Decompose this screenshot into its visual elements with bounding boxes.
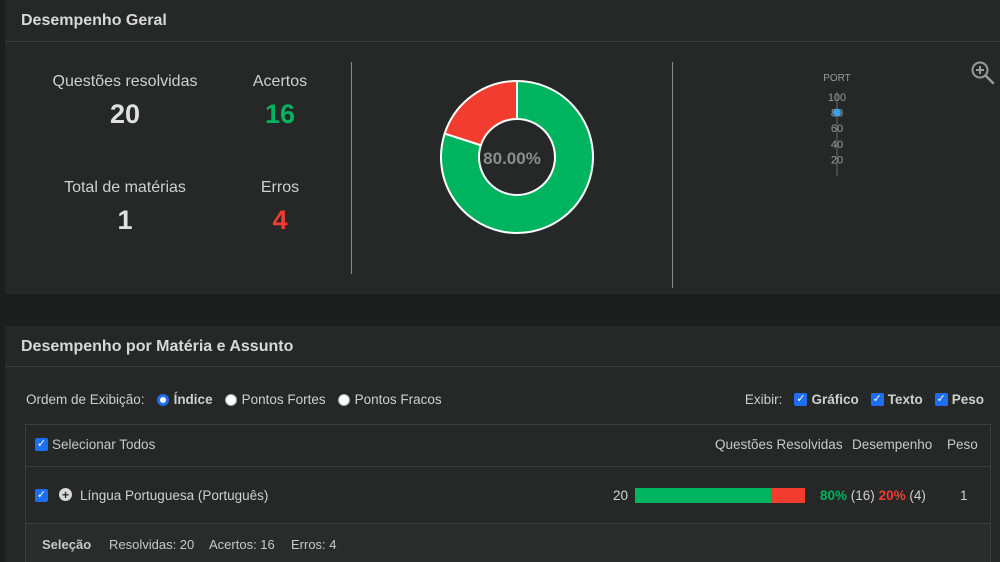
mini-chart-tick-label: 100	[828, 92, 846, 104]
donut-slice-hits	[440, 79, 594, 234]
hit-count: (16)	[850, 488, 875, 503]
mini-chart-tick-label: 40	[831, 139, 843, 151]
subject-weight: 1	[960, 488, 968, 503]
divider-left	[351, 62, 352, 274]
errors-label: Erros	[260, 179, 300, 196]
donut-slice-errors	[443, 79, 518, 147]
selection-errors: Erros: 4	[291, 537, 337, 552]
show-text-checkbox[interactable]: ✓ Texto	[870, 392, 923, 407]
selection-hits: Acertos: 16	[209, 537, 275, 552]
overview-title-divider	[5, 41, 1000, 42]
mini-chart-tick-label: 20	[831, 154, 843, 166]
performance-bar	[635, 488, 805, 503]
mini-chart-point-port[interactable]	[833, 108, 841, 117]
display-options: Exibir: ✓ Gráfico ✓ Texto ✓ Peso	[745, 392, 984, 407]
hit-percentage: 80%	[820, 488, 848, 503]
column-performance: Desempenho	[852, 437, 933, 452]
subject-performance-text: 80% (16) 20% (4)	[820, 488, 926, 503]
subjects-panel: Desempenho por Matéria e Assunto Ordem d…	[5, 326, 1000, 562]
divider-right	[672, 62, 673, 288]
select-all-checkbox[interactable]: ✓ Selecionar Todos	[35, 437, 156, 452]
expand-plus-icon[interactable]: +	[59, 488, 72, 501]
show-weight-checkbox[interactable]: ✓ Peso	[934, 392, 984, 407]
errors-value: 4	[272, 205, 288, 235]
mini-chart-tick-label: 60	[831, 123, 843, 135]
checkbox-checked-icon[interactable]: ✓	[794, 393, 808, 406]
order-selector: Ordem de Exibição: Índice Pontos Fortes …	[26, 392, 442, 407]
column-weight: Peso	[947, 437, 978, 452]
mini-chart-category-label: PORT	[823, 73, 851, 84]
subjects-title: Desempenho por Matéria e Assunto	[21, 338, 294, 355]
radio-unchecked-icon[interactable]	[337, 393, 350, 406]
checkbox-checked-icon[interactable]: ✓	[870, 393, 884, 406]
radio-checked-icon[interactable]	[156, 393, 169, 406]
row-checkbox[interactable]: ✓	[35, 489, 48, 502]
hits-value: 16	[264, 99, 296, 129]
donut-center-label: 80.00%	[483, 149, 541, 168]
performance-donut-chart: 80.00%	[440, 79, 594, 234]
subjects-value: 1	[117, 205, 133, 235]
error-count: (4)	[909, 488, 926, 503]
error-percentage: 20%	[878, 488, 906, 503]
selection-resolved: Resolvidas: 20	[109, 537, 195, 552]
radio-unchecked-icon[interactable]	[224, 393, 237, 406]
order-option-index[interactable]: Índice	[156, 392, 213, 407]
questions-label: Questões resolvidas	[52, 73, 198, 90]
subject-questions: 20	[613, 488, 629, 503]
performance-bar-errors	[771, 488, 805, 503]
column-questions: Questões Resolvidas	[715, 437, 843, 452]
questions-value: 20	[109, 99, 141, 129]
order-option-strengths[interactable]: Pontos Fortes	[224, 392, 326, 407]
questions-stat: Questões resolvidas 20	[30, 73, 220, 130]
subjects-table: ✓ Selecionar Todos Questões Resolvidas D…	[25, 424, 991, 562]
subjects-label: Total de matérias	[64, 179, 186, 196]
hits-label: Acertos	[252, 73, 308, 90]
table-header: ✓ Selecionar Todos Questões Resolvidas D…	[26, 425, 990, 467]
order-label: Ordem de Exibição:	[26, 392, 145, 407]
selection-summary: Seleção Resolvidas: 20 Acertos: 16 Erros…	[26, 524, 990, 562]
checkbox-checked-icon[interactable]: ✓	[934, 393, 948, 406]
selection-label: Seleção	[42, 537, 92, 552]
subject-name[interactable]: Língua Portuguesa (Português)	[80, 488, 269, 503]
subject-mini-chart: PORT 10080604020	[823, 73, 851, 176]
checkbox-checked-icon[interactable]: ✓	[35, 438, 48, 451]
hits-stat: Acertos 16	[185, 73, 375, 130]
zoom-in-icon[interactable]	[970, 60, 996, 86]
errors-stat: Erros 4	[185, 179, 375, 236]
show-chart-checkbox[interactable]: ✓ Gráfico	[794, 392, 859, 407]
overview-title: Desempenho Geral	[21, 12, 167, 29]
subjects-stat: Total de matérias 1	[30, 179, 220, 236]
show-label: Exibir:	[744, 392, 783, 407]
order-option-weaknesses[interactable]: Pontos Fracos	[337, 392, 442, 407]
performance-bar-hits	[635, 488, 771, 503]
subjects-title-divider	[5, 366, 1000, 367]
overview-panel: Desempenho Geral Questões resolvidas 20 …	[5, 0, 1000, 294]
table-row: ✓ + Língua Portuguesa (Português) 20 80%…	[26, 467, 990, 524]
